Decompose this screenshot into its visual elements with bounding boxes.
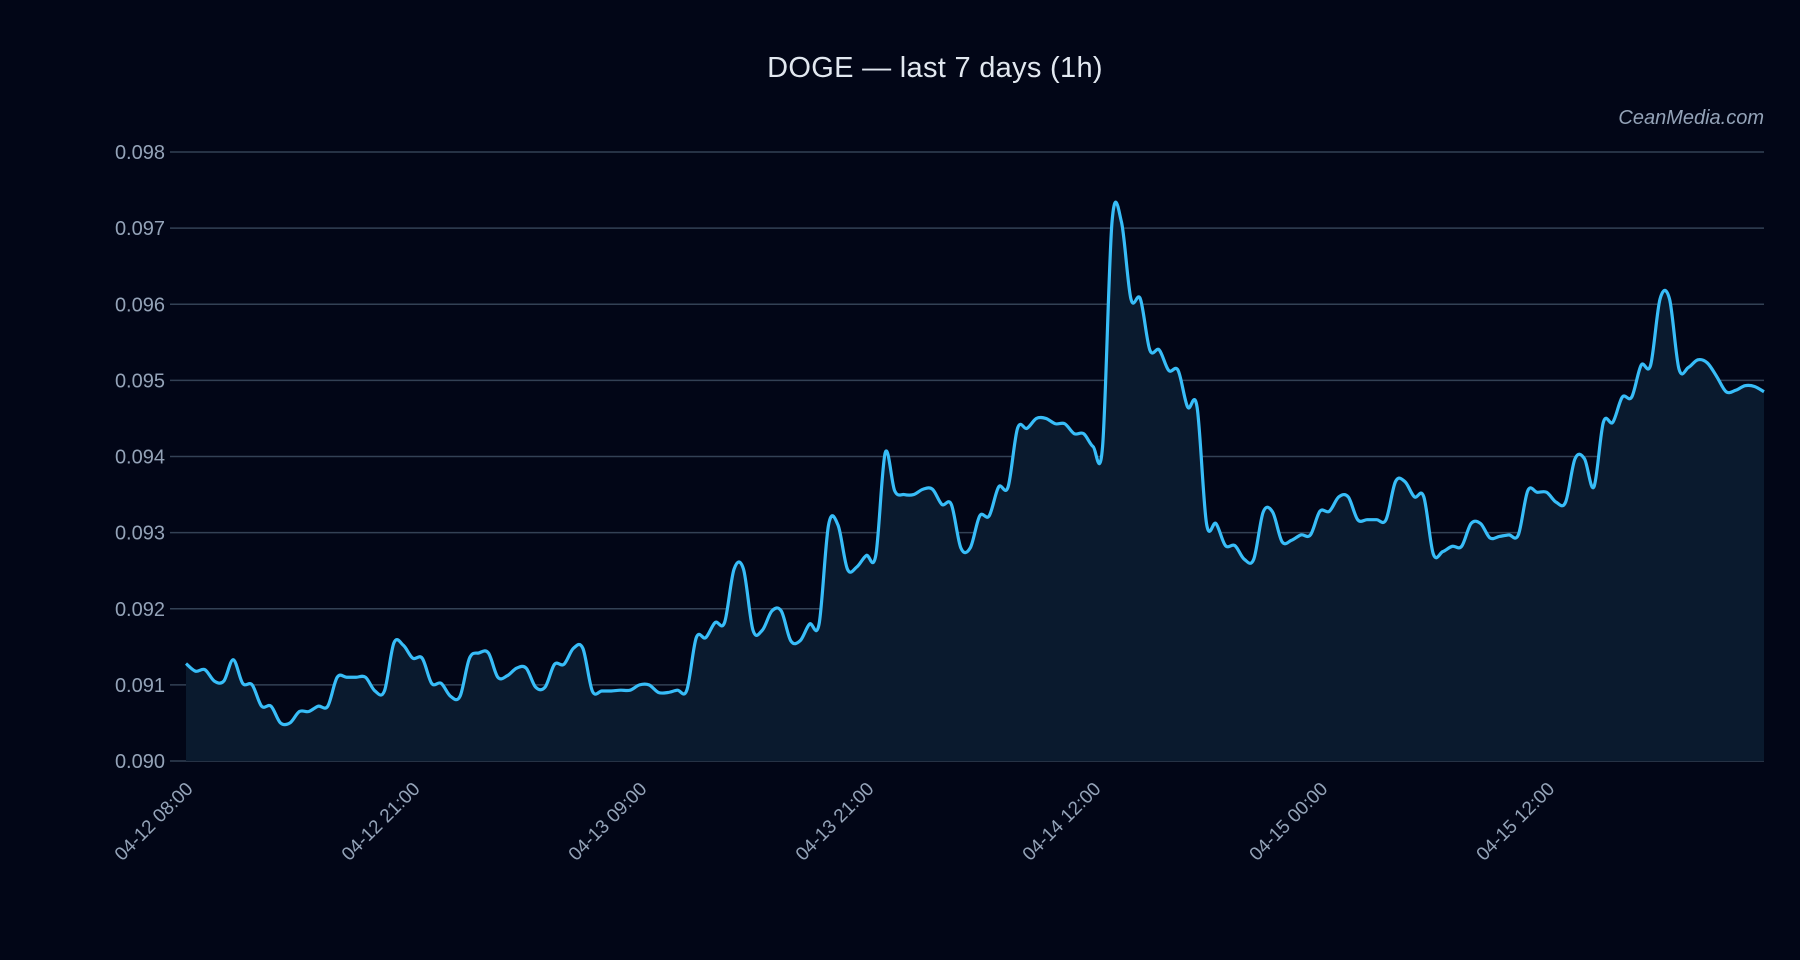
- x-axis-ticks: 04-12 08:00 04-12 21:00 04-13 09:00 04-13 2…: [111, 779, 1559, 866]
- x-tick-label: 04-12 08:00: [111, 779, 198, 866]
- x-tick-label: 04-13 09:00: [565, 779, 652, 866]
- x-tick-label: 04-12 21:00: [338, 779, 425, 866]
- y-tick-label: 0.097: [115, 218, 165, 240]
- y-tick-label: 0.092: [115, 599, 165, 621]
- x-tick-label: 04-14 12:00: [1019, 779, 1106, 866]
- x-tick-label: 04-13 21:00: [792, 779, 879, 866]
- y-tick-label: 0.098: [115, 142, 165, 164]
- y-tick-label: 0.095: [115, 370, 165, 392]
- x-tick-label: 04-15 12:00: [1473, 779, 1560, 866]
- price-area-fill: [186, 202, 1764, 761]
- y-tick-label: 0.090: [115, 751, 165, 773]
- y-tick-label: 0.093: [115, 523, 165, 545]
- y-tick-label: 0.094: [115, 447, 165, 469]
- price-line: [184, 200, 1765, 727]
- y-axis-ticks: 0.090 0.091 0.092 0.093 0.094 0.095 0.096 0.097…: [115, 142, 165, 773]
- watermark: CeanMedia.com: [1618, 107, 1764, 129]
- y-tick-label: 0.096: [115, 294, 165, 316]
- y-tick-label: 0.091: [115, 675, 165, 697]
- chart-title: DOGE — last 7 days (1h): [767, 52, 1103, 84]
- x-tick-label: 04-15 00:00: [1246, 779, 1333, 866]
